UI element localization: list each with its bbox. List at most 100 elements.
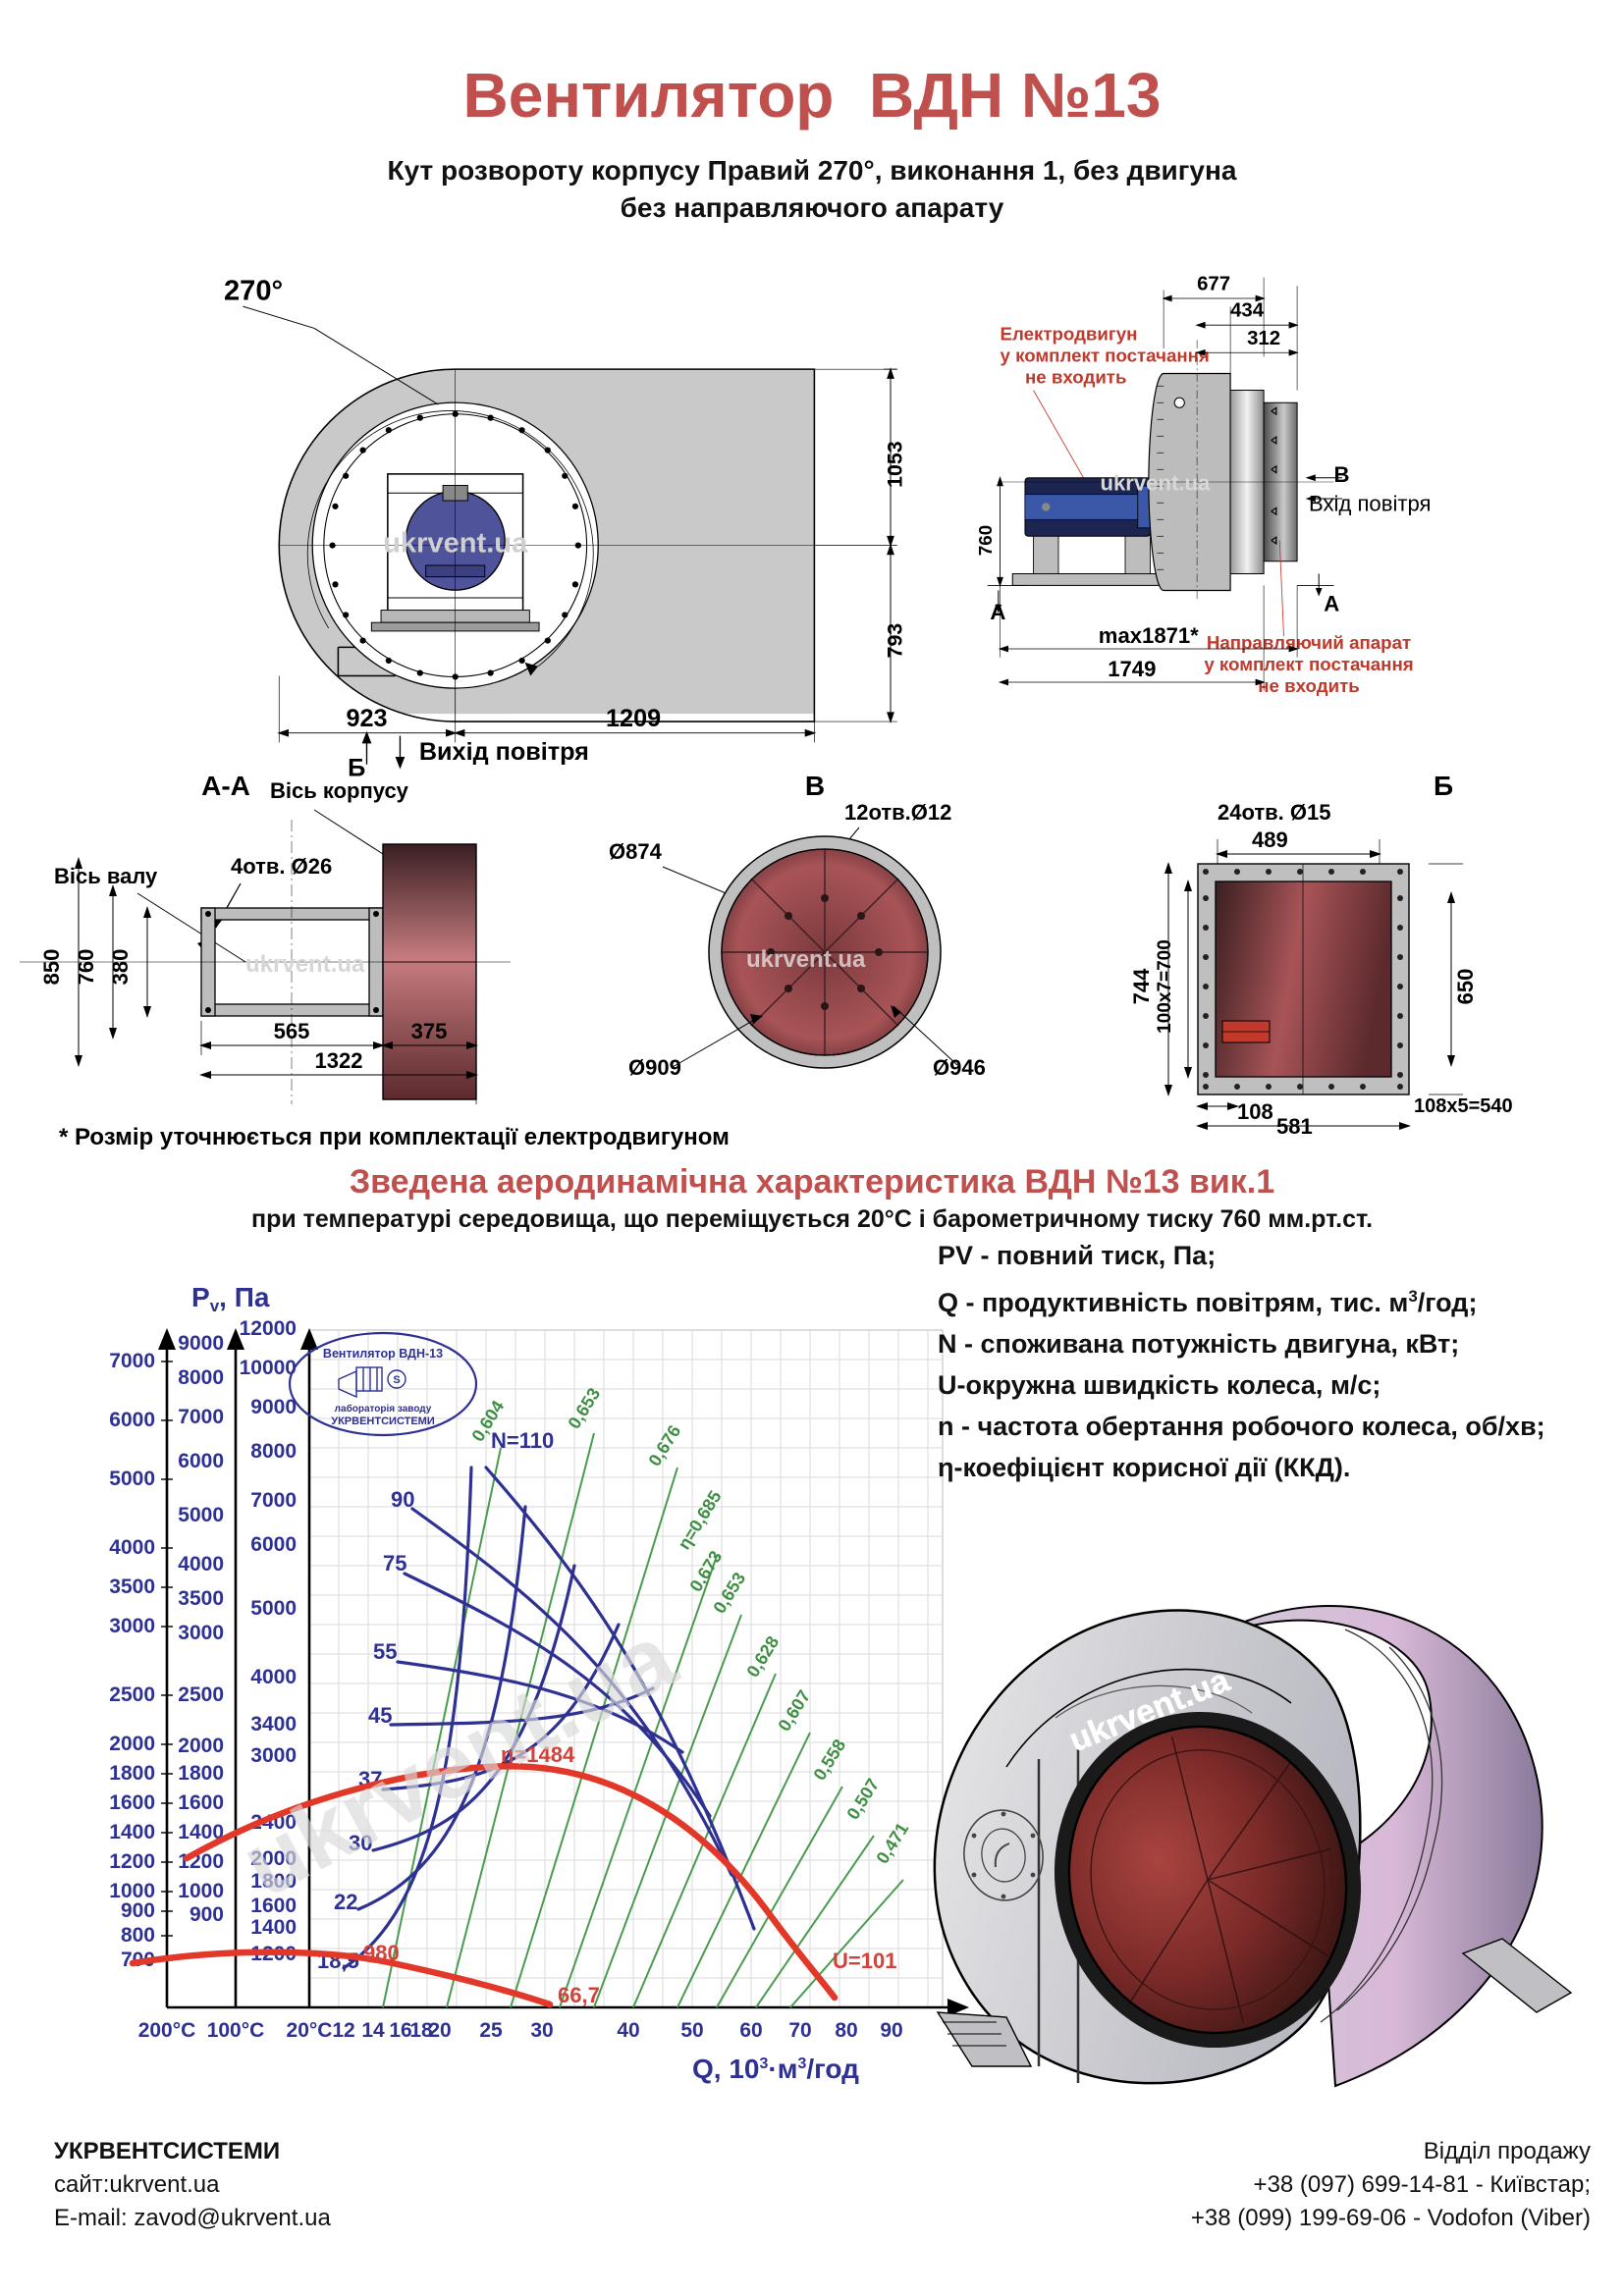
svg-text:923: 923 [346, 705, 387, 732]
svg-text:900: 900 [189, 1903, 224, 1926]
svg-text:Електродвигун: Електродвигун [1001, 324, 1138, 345]
svg-text:980: 980 [363, 1941, 400, 1965]
svg-text:90: 90 [391, 1487, 414, 1512]
svg-text:6000: 6000 [109, 1409, 155, 1431]
svg-text:ukrvent.ua: ukrvent.ua [746, 946, 866, 973]
svg-text:Ø874: Ø874 [609, 839, 663, 864]
svg-text:434: 434 [1230, 300, 1265, 322]
svg-text:200°C: 200°C [138, 2019, 196, 2042]
svg-text:0,676: 0,676 [644, 1421, 684, 1469]
svg-text:1800: 1800 [109, 1762, 155, 1785]
svg-text:3000: 3000 [109, 1615, 155, 1637]
svg-text:760: 760 [74, 949, 98, 986]
svg-text:800: 800 [121, 1924, 155, 1947]
svg-text:η=0,685: η=0,685 [674, 1487, 725, 1553]
svg-text:6000: 6000 [250, 1533, 297, 1556]
svg-text:Вісь корпусу: Вісь корпусу [270, 778, 409, 803]
svg-text:7000: 7000 [250, 1489, 297, 1512]
svg-text:6000: 6000 [178, 1450, 224, 1472]
svg-text:Ø946: Ø946 [933, 1055, 986, 1080]
svg-text:0,507: 0,507 [842, 1775, 883, 1823]
svg-text:A: A [1324, 592, 1339, 616]
svg-text:380: 380 [108, 949, 133, 986]
svg-text:не входить: не входить [1258, 675, 1359, 696]
svg-text:В: В [1334, 462, 1350, 487]
svg-text:70: 70 [788, 2019, 811, 2042]
svg-text:7000: 7000 [109, 1350, 155, 1372]
svg-text:75: 75 [383, 1551, 406, 1575]
svg-text:900: 900 [121, 1899, 155, 1922]
svg-text:25: 25 [479, 2019, 503, 2042]
svg-text:14: 14 [361, 2019, 385, 2042]
svg-text:5000: 5000 [109, 1468, 155, 1490]
svg-text:у комплект постачання: у комплект постачання [1001, 346, 1210, 366]
svg-text:Q, 103·м3/год: Q, 103·м3/год [692, 2054, 859, 2084]
svg-text:66,7: 66,7 [558, 1983, 600, 2007]
svg-text:УКРВЕНТСИСТЕМИ: УКРВЕНТСИСТЕМИ [331, 1415, 435, 1427]
svg-text:0,558: 0,558 [809, 1735, 849, 1784]
svg-text:312: 312 [1247, 328, 1280, 349]
svg-text:1322: 1322 [315, 1048, 363, 1073]
svg-text:Направляючий апарат: Направляючий апарат [1207, 632, 1411, 653]
svg-text:не входить: не входить [1025, 367, 1126, 388]
svg-text:12отв.Ø12: 12отв.Ø12 [844, 800, 951, 825]
svg-text:24отв. Ø15: 24отв. Ø15 [1218, 800, 1330, 825]
svg-text:4000: 4000 [178, 1553, 224, 1575]
svg-text:1600: 1600 [178, 1791, 224, 1814]
svg-text:U=101: U=101 [833, 1949, 896, 1973]
svg-text:60: 60 [739, 2019, 762, 2042]
svg-text:лабораторія заводу: лабораторія заводу [335, 1403, 432, 1415]
svg-text:Вхід повітря: Вхід повітря [1309, 492, 1432, 516]
svg-text:7000: 7000 [178, 1406, 224, 1428]
svg-text:744: 744 [1129, 968, 1154, 1004]
svg-text:1400: 1400 [109, 1821, 155, 1843]
svg-text:Вихід повітря: Вихід повітря [419, 738, 589, 766]
svg-text:760: 760 [975, 525, 996, 556]
svg-text:4отв. Ø26: 4отв. Ø26 [231, 854, 332, 879]
svg-text:3500: 3500 [178, 1587, 224, 1610]
svg-text:108x5=540: 108x5=540 [1414, 1095, 1513, 1117]
svg-text:650: 650 [1453, 969, 1478, 1005]
svg-text:1800: 1800 [178, 1762, 224, 1785]
svg-text:ukrvent.ua: ukrvent.ua [1101, 471, 1211, 496]
svg-text:1053: 1053 [884, 441, 907, 488]
svg-text:max1871*: max1871* [1099, 623, 1199, 648]
svg-text:793: 793 [884, 623, 907, 659]
svg-text:у комплект постачання: у комплект постачання [1204, 654, 1413, 674]
svg-text:Вентилятор ВДН-13: Вентилятор ВДН-13 [323, 1347, 443, 1361]
svg-text:0,653: 0,653 [564, 1384, 604, 1432]
svg-text:10000: 10000 [240, 1357, 297, 1379]
svg-text:2000: 2000 [178, 1735, 224, 1757]
svg-text:90: 90 [880, 2019, 902, 2042]
svg-text:100x7=700: 100x7=700 [1155, 939, 1175, 1034]
svg-text:9000: 9000 [250, 1396, 297, 1418]
svg-text:ukrvent.ua: ukrvent.ua [383, 527, 528, 559]
svg-text:20°C: 20°C [287, 2019, 333, 2042]
svg-text:Ø909: Ø909 [628, 1055, 681, 1080]
svg-text:1000: 1000 [178, 1880, 224, 1902]
svg-text:12: 12 [332, 2019, 354, 2042]
svg-text:20: 20 [428, 2019, 451, 2042]
svg-text:55: 55 [373, 1639, 397, 1664]
svg-text:565: 565 [274, 1019, 310, 1043]
svg-text:30: 30 [530, 2019, 553, 2042]
svg-text:80: 80 [835, 2019, 857, 2042]
svg-text:8000: 8000 [250, 1440, 297, 1463]
svg-text:0,653: 0,653 [709, 1569, 749, 1617]
svg-text:3000: 3000 [178, 1622, 224, 1644]
svg-text:4000: 4000 [250, 1666, 297, 1688]
svg-text:3400: 3400 [250, 1713, 297, 1735]
svg-text:270°: 270° [224, 275, 283, 306]
svg-text:22: 22 [334, 1890, 357, 1914]
svg-text:0,628: 0,628 [742, 1632, 783, 1681]
svg-text:4000: 4000 [109, 1536, 155, 1559]
svg-text:2500: 2500 [109, 1683, 155, 1706]
svg-text:1600: 1600 [109, 1791, 155, 1814]
svg-text:2000: 2000 [109, 1733, 155, 1755]
svg-text:9000: 9000 [178, 1332, 224, 1355]
svg-text:489: 489 [1252, 828, 1288, 852]
svg-text:5000: 5000 [250, 1597, 297, 1620]
svg-text:3000: 3000 [250, 1744, 297, 1767]
svg-text:8000: 8000 [178, 1366, 224, 1389]
svg-text:16: 16 [389, 2019, 411, 2042]
